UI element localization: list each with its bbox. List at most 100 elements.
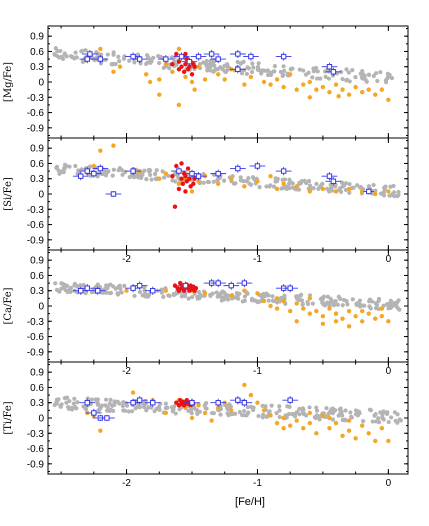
data-point: [130, 168, 136, 174]
data-point: [57, 55, 62, 60]
data-point: [52, 52, 57, 57]
data-point: [102, 290, 107, 295]
data-point: [272, 69, 277, 74]
data-point: [350, 297, 355, 302]
y-tick-label: -0.9: [27, 235, 45, 246]
data-point: [176, 59, 182, 64]
series-4: [79, 49, 342, 76]
data-point: [91, 170, 97, 177]
data-point: [108, 282, 113, 287]
series-3: [170, 51, 197, 77]
data-point: [287, 285, 293, 291]
data-point: [264, 184, 269, 189]
data-point: [116, 54, 121, 59]
data-point: [389, 75, 395, 81]
data-point: [142, 288, 147, 293]
data-point: [327, 189, 332, 194]
data-point: [183, 51, 188, 57]
data-point: [264, 414, 269, 419]
data-point: [280, 168, 287, 174]
data-point: [344, 67, 349, 72]
data-point: [366, 184, 372, 189]
data-point: [176, 186, 182, 192]
data-point: [117, 64, 123, 69]
data-point: [272, 64, 277, 69]
data-point: [295, 410, 300, 415]
data-point: [307, 79, 313, 85]
data-point: [251, 65, 256, 70]
data-point: [349, 414, 354, 419]
data-point: [386, 319, 391, 324]
data-point: [381, 417, 386, 422]
data-point: [215, 280, 221, 286]
data-point: [378, 191, 384, 196]
y-tick-label: 0.3: [30, 62, 44, 73]
y-axis-label: [Ca/Fe]: [3, 287, 14, 324]
data-point: [327, 306, 332, 311]
data-point: [215, 170, 221, 177]
data-point: [277, 408, 282, 413]
data-point: [122, 283, 127, 288]
data-point: [121, 408, 126, 413]
data-point: [95, 174, 100, 179]
data-point: [280, 53, 287, 60]
x-tick-label: -1: [253, 366, 262, 377]
data-point: [294, 418, 299, 423]
data-point: [78, 288, 84, 294]
data-point: [255, 179, 260, 184]
data-point: [231, 181, 237, 186]
data-point: [242, 413, 248, 418]
data-point: [370, 419, 375, 424]
y-tick-label: -0.9: [27, 347, 45, 358]
data-point: [130, 53, 136, 60]
data-point: [395, 194, 400, 199]
data-point: [333, 319, 339, 324]
data-point: [215, 181, 221, 187]
y-tick-label: 0.9: [30, 368, 44, 379]
data-point: [183, 61, 188, 67]
data-point: [274, 77, 280, 82]
data-point: [386, 419, 391, 425]
data-point: [124, 288, 129, 293]
series-2: [85, 382, 391, 444]
data-point: [261, 291, 266, 297]
data-point: [353, 75, 358, 80]
data-point: [117, 166, 122, 171]
data-point: [176, 168, 182, 174]
data-point: [111, 167, 116, 172]
data-point: [310, 186, 315, 191]
data-point: [392, 301, 397, 306]
data-point: [340, 76, 345, 82]
data-point: [244, 178, 249, 184]
data-point: [209, 418, 214, 423]
data-point: [112, 402, 117, 408]
data-point: [100, 172, 105, 177]
data-point: [202, 410, 208, 416]
data-point: [245, 404, 250, 410]
data-point: [218, 291, 224, 296]
data-point: [159, 287, 164, 292]
data-point: [274, 410, 279, 416]
x-tick-label: -2: [122, 366, 131, 377]
data-point: [176, 181, 182, 187]
y-tick-label: -0.3: [27, 429, 45, 440]
data-point: [316, 414, 321, 419]
data-point: [327, 415, 332, 421]
data-point: [219, 66, 225, 71]
data-point: [87, 51, 93, 57]
data-point: [359, 308, 365, 314]
data-point: [261, 408, 267, 413]
data-point: [274, 296, 280, 301]
data-point: [326, 173, 333, 179]
data-point: [130, 285, 136, 291]
data-point: [295, 296, 300, 301]
panel-frame: [47, 249, 409, 363]
data-point: [355, 183, 360, 188]
data-point: [261, 298, 267, 304]
data-point: [163, 61, 169, 67]
data-point: [209, 410, 215, 416]
data-point: [78, 283, 83, 288]
data-point: [346, 70, 351, 75]
data-point: [84, 400, 90, 406]
data-point: [191, 181, 196, 187]
